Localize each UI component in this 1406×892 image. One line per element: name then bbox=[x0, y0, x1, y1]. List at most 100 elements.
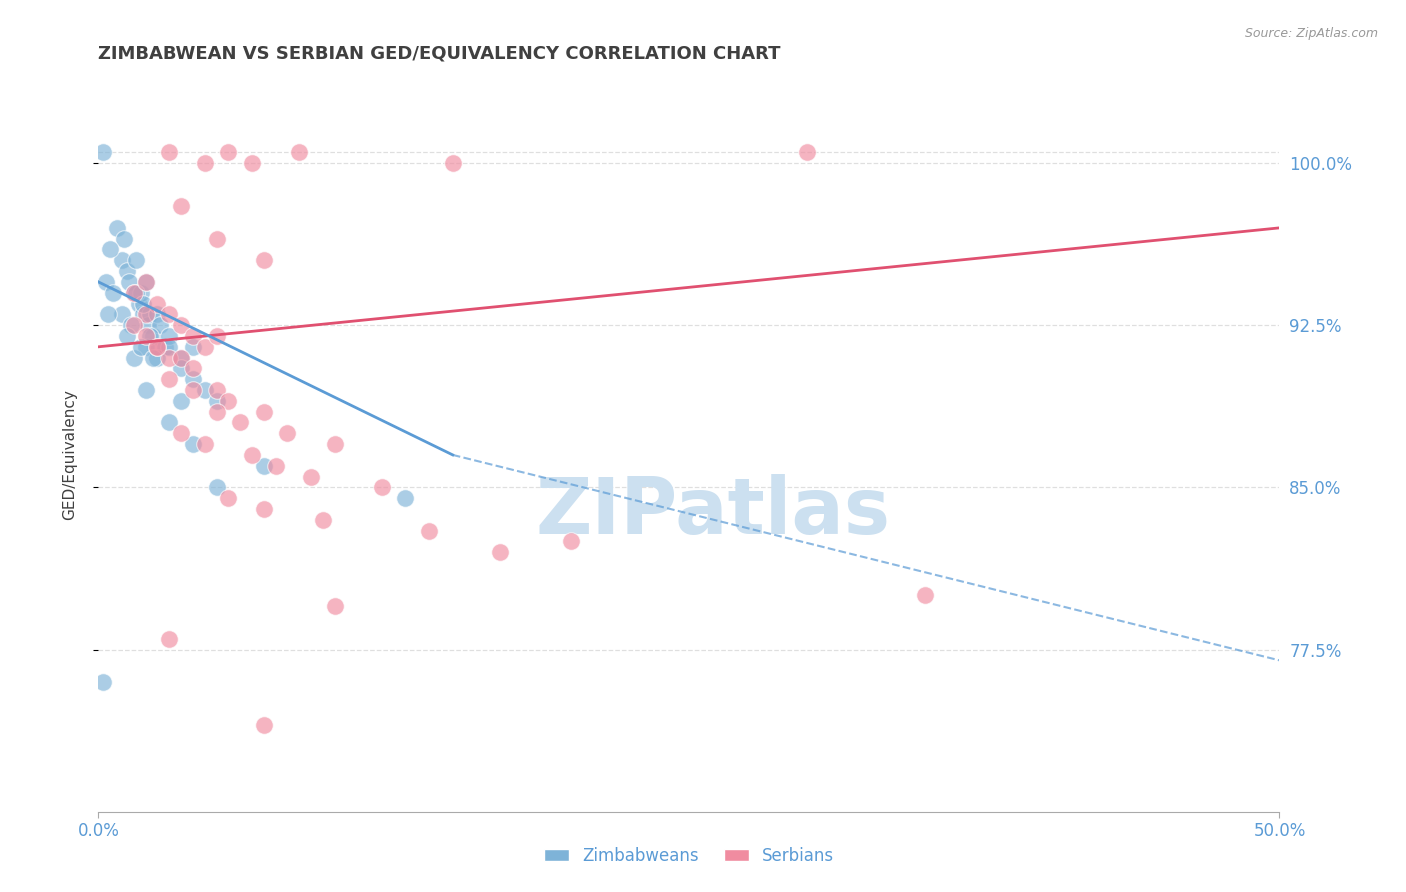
Point bbox=[135, 329, 157, 343]
Text: ZIPatlas: ZIPatlas bbox=[536, 474, 890, 550]
Point bbox=[170, 361, 193, 376]
Point bbox=[129, 340, 152, 354]
Point bbox=[157, 632, 180, 646]
Point bbox=[205, 329, 228, 343]
Point bbox=[170, 426, 193, 441]
Point bbox=[128, 296, 150, 310]
Point bbox=[288, 145, 311, 160]
Point bbox=[97, 307, 120, 321]
Point bbox=[115, 329, 138, 343]
Point bbox=[125, 253, 148, 268]
Point bbox=[129, 285, 152, 300]
Point bbox=[157, 329, 180, 343]
Point bbox=[157, 351, 180, 365]
Point bbox=[323, 599, 346, 614]
Point bbox=[135, 307, 157, 321]
Point bbox=[323, 437, 346, 451]
Text: Source: ZipAtlas.com: Source: ZipAtlas.com bbox=[1244, 27, 1378, 40]
Point bbox=[796, 145, 818, 160]
Point bbox=[122, 285, 145, 300]
Point bbox=[121, 318, 143, 333]
Point bbox=[170, 318, 193, 333]
Point bbox=[489, 545, 512, 559]
Point bbox=[91, 675, 114, 690]
Point bbox=[136, 318, 159, 333]
Point bbox=[205, 393, 228, 408]
Text: ZIMBABWEAN VS SERBIAN GED/EQUIVALENCY CORRELATION CHART: ZIMBABWEAN VS SERBIAN GED/EQUIVALENCY CO… bbox=[98, 45, 780, 62]
Point bbox=[153, 340, 176, 354]
Point bbox=[181, 383, 204, 397]
Point bbox=[101, 285, 124, 300]
Point bbox=[135, 340, 157, 354]
Point bbox=[146, 351, 169, 365]
Point bbox=[229, 416, 252, 430]
Point bbox=[205, 232, 228, 246]
Point bbox=[914, 589, 936, 603]
Point bbox=[105, 220, 128, 235]
Point bbox=[560, 534, 582, 549]
Point bbox=[142, 351, 165, 365]
Point bbox=[181, 340, 204, 354]
Point bbox=[146, 340, 169, 354]
Point bbox=[194, 437, 217, 451]
Point bbox=[253, 502, 276, 516]
Legend: Zimbabweans, Serbians: Zimbabweans, Serbians bbox=[537, 840, 841, 871]
Point bbox=[217, 145, 239, 160]
Point bbox=[122, 318, 145, 333]
Point bbox=[146, 307, 169, 321]
Point bbox=[122, 285, 145, 300]
Point bbox=[139, 329, 162, 343]
Point bbox=[118, 275, 141, 289]
Point bbox=[240, 156, 263, 170]
Point bbox=[135, 275, 157, 289]
Point bbox=[205, 480, 228, 494]
Point bbox=[157, 372, 180, 386]
Point bbox=[253, 718, 276, 732]
Point bbox=[194, 383, 217, 397]
Point bbox=[441, 156, 464, 170]
Point bbox=[146, 340, 169, 354]
Point bbox=[253, 253, 276, 268]
Y-axis label: GED/Equivalency: GED/Equivalency bbox=[63, 390, 77, 520]
Point bbox=[122, 351, 145, 365]
Point bbox=[157, 340, 180, 354]
Point bbox=[139, 307, 162, 321]
Point bbox=[142, 329, 165, 343]
Point bbox=[217, 491, 239, 505]
Point bbox=[115, 264, 138, 278]
Point bbox=[264, 458, 287, 473]
Point bbox=[157, 145, 180, 160]
Point bbox=[132, 307, 155, 321]
Point bbox=[157, 416, 180, 430]
Point bbox=[111, 253, 134, 268]
Point bbox=[170, 351, 193, 365]
Point bbox=[149, 318, 172, 333]
Point bbox=[181, 361, 204, 376]
Point bbox=[135, 275, 157, 289]
Point bbox=[194, 340, 217, 354]
Point bbox=[253, 405, 276, 419]
Point bbox=[98, 243, 121, 257]
Point bbox=[181, 372, 204, 386]
Point bbox=[276, 426, 298, 441]
Point bbox=[111, 307, 134, 321]
Point bbox=[253, 458, 276, 473]
Point bbox=[170, 199, 193, 213]
Point bbox=[143, 340, 166, 354]
Point bbox=[157, 307, 180, 321]
Point bbox=[205, 405, 228, 419]
Point bbox=[170, 351, 193, 365]
Point bbox=[217, 393, 239, 408]
Point bbox=[418, 524, 440, 538]
Point bbox=[240, 448, 263, 462]
Point bbox=[181, 437, 204, 451]
Point bbox=[91, 145, 114, 160]
Point bbox=[205, 383, 228, 397]
Point bbox=[194, 156, 217, 170]
Point bbox=[146, 296, 169, 310]
Point bbox=[371, 480, 394, 494]
Point bbox=[125, 285, 148, 300]
Point bbox=[135, 383, 157, 397]
Point bbox=[394, 491, 416, 505]
Point bbox=[181, 329, 204, 343]
